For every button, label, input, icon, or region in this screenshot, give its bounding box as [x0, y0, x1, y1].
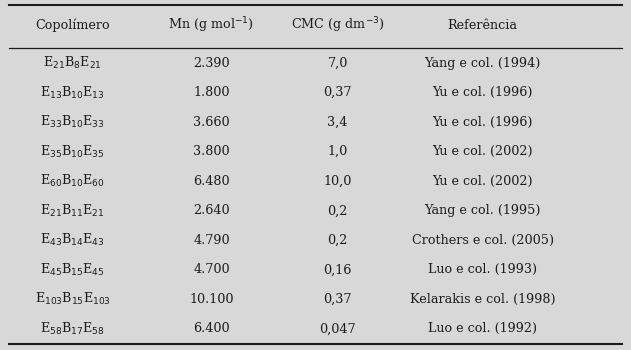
Text: 4.790: 4.790: [193, 234, 230, 247]
Text: 3.800: 3.800: [193, 145, 230, 158]
Text: 6.480: 6.480: [193, 175, 230, 188]
Text: Luo e col. (1993): Luo e col. (1993): [428, 263, 537, 276]
Text: Copolímero: Copolímero: [35, 19, 110, 32]
Text: E$_{35}$B$_{10}$E$_{35}$: E$_{35}$B$_{10}$E$_{35}$: [40, 144, 105, 160]
Text: 10.100: 10.100: [189, 293, 233, 306]
Text: 1.800: 1.800: [193, 86, 230, 99]
Text: 1,0: 1,0: [327, 145, 348, 158]
Text: E$_{103}$B$_{15}$E$_{103}$: E$_{103}$B$_{15}$E$_{103}$: [35, 291, 110, 307]
Text: 7,0: 7,0: [327, 57, 348, 70]
Text: 0,2: 0,2: [327, 234, 348, 247]
Text: Yu e col. (1996): Yu e col. (1996): [432, 86, 533, 99]
Text: 0,16: 0,16: [324, 263, 351, 276]
Text: 2.640: 2.640: [193, 204, 230, 217]
Text: 10,0: 10,0: [324, 175, 351, 188]
Text: E$_{13}$B$_{10}$E$_{13}$: E$_{13}$B$_{10}$E$_{13}$: [40, 85, 105, 101]
Text: Luo e col. (1992): Luo e col. (1992): [428, 322, 537, 335]
Text: Mn (g mol$^{-1}$): Mn (g mol$^{-1}$): [168, 15, 254, 35]
Text: 3.660: 3.660: [193, 116, 230, 129]
Text: 0,37: 0,37: [323, 293, 352, 306]
Text: 6.400: 6.400: [193, 322, 230, 335]
Text: Referência: Referência: [448, 19, 517, 32]
Text: Yu e col. (2002): Yu e col. (2002): [432, 175, 533, 188]
Text: Yu e col. (1996): Yu e col. (1996): [432, 116, 533, 129]
Text: Yang e col. (1995): Yang e col. (1995): [425, 204, 541, 217]
Text: Kelarakis e col. (1998): Kelarakis e col. (1998): [410, 293, 555, 306]
Text: E$_{21}$B$_8$E$_{21}$: E$_{21}$B$_8$E$_{21}$: [43, 55, 102, 71]
Text: E$_{43}$B$_{14}$E$_{43}$: E$_{43}$B$_{14}$E$_{43}$: [40, 232, 105, 248]
Text: 0,047: 0,047: [319, 322, 356, 335]
Text: 0,2: 0,2: [327, 204, 348, 217]
Text: E$_{21}$B$_{11}$E$_{21}$: E$_{21}$B$_{11}$E$_{21}$: [40, 203, 105, 219]
Text: E$_{33}$B$_{10}$E$_{33}$: E$_{33}$B$_{10}$E$_{33}$: [40, 114, 105, 130]
Text: 2.390: 2.390: [193, 57, 230, 70]
Text: 4.700: 4.700: [193, 263, 230, 276]
Text: Yu e col. (2002): Yu e col. (2002): [432, 145, 533, 158]
Text: Crothers e col. (2005): Crothers e col. (2005): [411, 234, 554, 247]
Text: 3,4: 3,4: [327, 116, 348, 129]
Text: E$_{60}$B$_{10}$E$_{60}$: E$_{60}$B$_{10}$E$_{60}$: [40, 173, 105, 189]
Text: CMC (g dm$^{-3}$): CMC (g dm$^{-3}$): [291, 15, 384, 35]
Text: 0,37: 0,37: [323, 86, 352, 99]
Text: E$_{58}$B$_{17}$E$_{58}$: E$_{58}$B$_{17}$E$_{58}$: [40, 321, 105, 337]
Text: E$_{45}$B$_{15}$E$_{45}$: E$_{45}$B$_{15}$E$_{45}$: [40, 262, 105, 278]
Text: Yang e col. (1994): Yang e col. (1994): [425, 57, 541, 70]
